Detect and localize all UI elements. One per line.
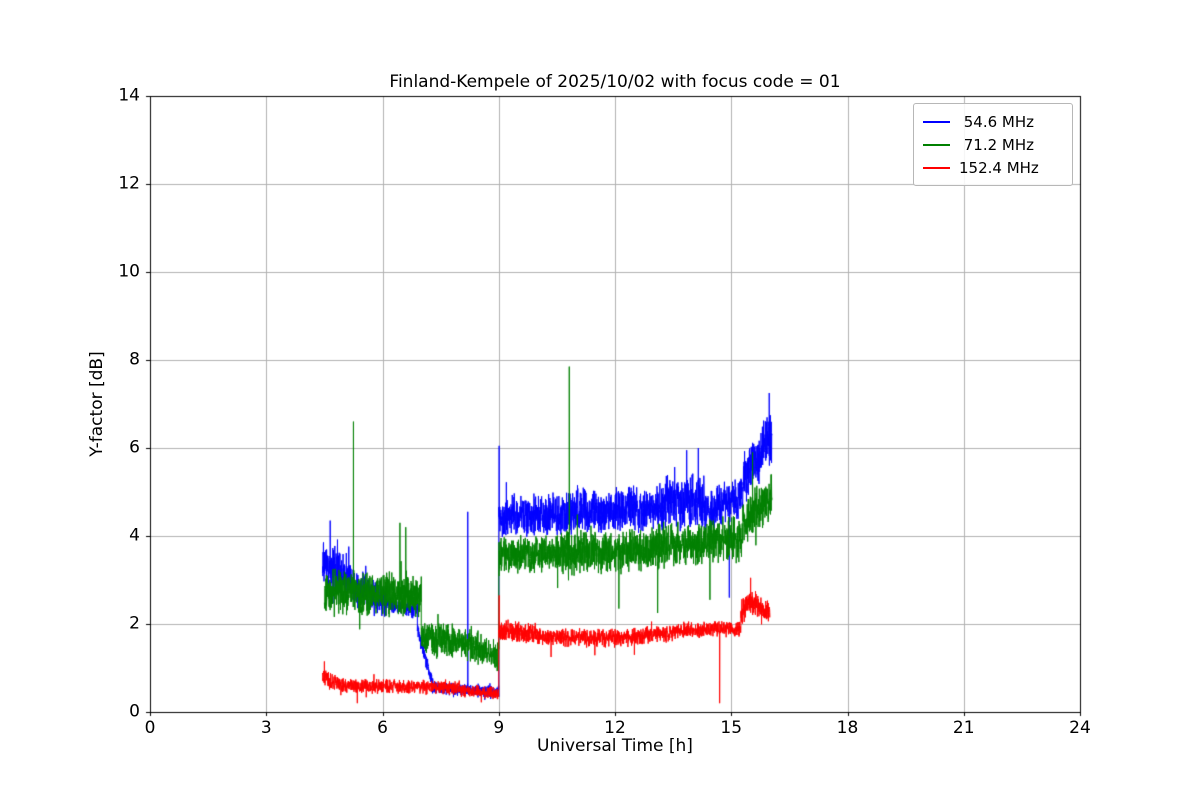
legend-line-swatch — [923, 166, 950, 169]
x-tick-label: 12 — [604, 718, 626, 738]
legend-entry: 54.6 MHz — [923, 111, 1063, 132]
y-tick-label: 2 — [129, 613, 140, 634]
x-tick-label: 24 — [1069, 718, 1091, 738]
legend-label: 71.2 MHz — [959, 135, 1035, 154]
legend-line-swatch — [923, 143, 950, 146]
legend-label: 54.6 MHz — [959, 112, 1035, 131]
y-tick-label: 14 — [118, 85, 140, 106]
y-tick-label: 10 — [118, 261, 140, 282]
y-tick-label: 12 — [118, 173, 140, 194]
chart-title: Finland-Kempele of 2025/10/02 with focus… — [389, 72, 841, 92]
legend-entry: 152.4 MHz — [923, 157, 1063, 178]
x-tick-label: 0 — [144, 718, 156, 738]
x-tick-label: 21 — [952, 718, 975, 738]
legend: 54.6 MHz 71.2 MHz 152.4 MHz — [913, 103, 1073, 186]
legend-line-swatch — [923, 120, 950, 123]
y-tick-label: 8 — [129, 349, 140, 370]
legend-label: 152.4 MHz — [959, 158, 1039, 177]
y-tick-label: 6 — [129, 437, 140, 458]
x-tick-label: 3 — [260, 718, 272, 738]
x-tick-label: 9 — [493, 718, 505, 738]
y-tick-label: 4 — [129, 525, 140, 546]
legend-entry: 71.2 MHz — [923, 134, 1063, 155]
x-tick-label: 6 — [377, 718, 388, 738]
x-tick-label: 15 — [720, 718, 743, 738]
x-tick-label: 18 — [836, 718, 859, 738]
x-axis-label: Universal Time [h] — [537, 736, 693, 756]
y-tick-label: 0 — [129, 701, 140, 722]
